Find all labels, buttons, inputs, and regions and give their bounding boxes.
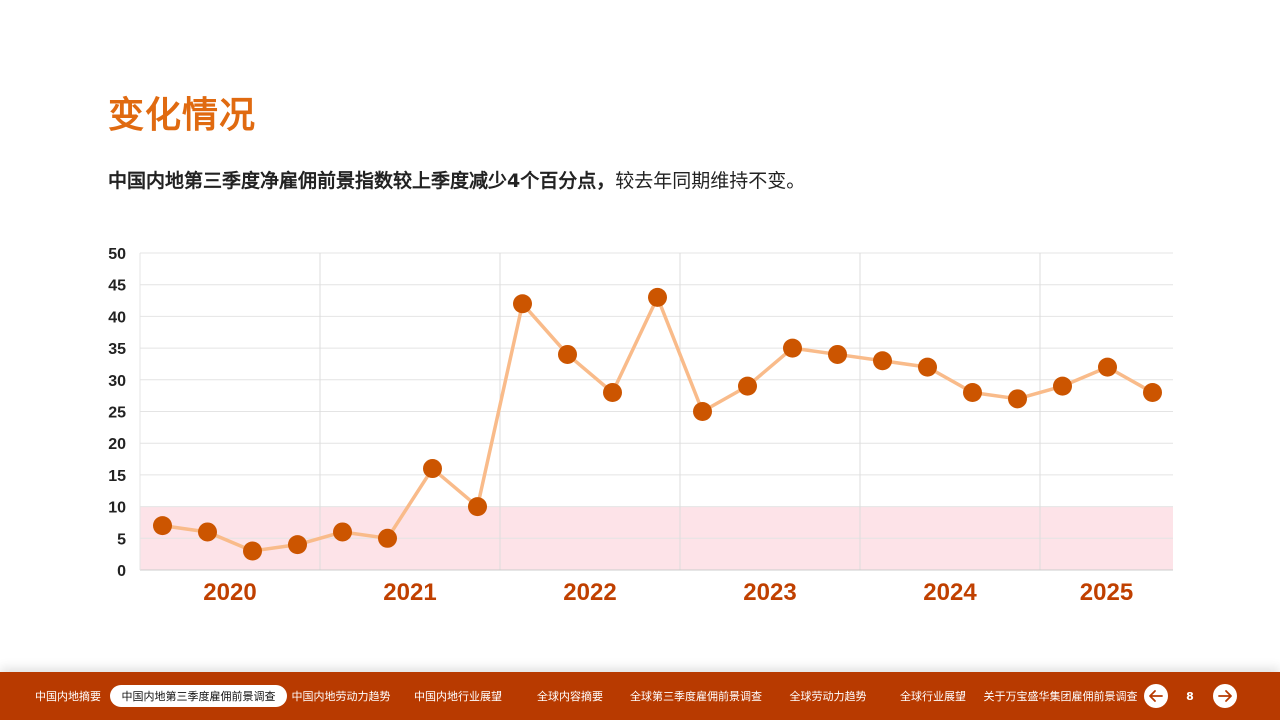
y-tick-label: 40 [108,309,126,326]
data-point [873,351,892,371]
y-tick-label: 25 [108,405,126,422]
y-tick-label: 10 [108,500,126,517]
y-tick-label: 30 [108,373,126,390]
data-point [198,522,217,542]
data-point [513,294,532,314]
y-tick-label: 0 [117,563,126,580]
data-point [963,382,982,402]
data-point [648,287,667,307]
data-point [603,382,622,402]
arrow-right-icon [1218,690,1232,702]
page-title: 变化情况 [108,95,257,136]
y-tick-label: 50 [108,246,126,263]
x-year-label: 2021 [383,579,436,606]
data-point [153,516,172,536]
data-point [558,344,577,364]
data-point [918,357,937,377]
nav-item-global-industry-outlook[interactable]: 全球行业展望 [900,690,966,703]
subtitle-rest: 较去年同期维持不变。 [615,170,806,192]
data-point [288,535,307,555]
y-tick-label: 35 [108,341,126,358]
nav-item-china-q3-survey[interactable]: 中国内地第三季度雇佣前景调查 [110,685,287,707]
nav-item-china-summary[interactable]: 中国内地摘要 [35,690,101,703]
next-page-button[interactable] [1213,684,1237,708]
data-point [468,497,487,517]
page-number: 8 [1186,689,1194,703]
x-year-label: 2023 [743,579,796,606]
data-point [333,522,352,542]
y-tick-label: 20 [108,436,126,453]
x-year-label: 2022 [563,579,616,606]
prev-page-button[interactable] [1144,684,1168,708]
data-point [738,376,757,396]
subtitle-bold: 中国内地第三季度净雇佣前景指数较上季度减少4个百分点， [108,170,616,192]
data-point [243,541,262,561]
nav-item-china-industry-outlook[interactable]: 中国内地行业展望 [414,690,502,703]
data-point [1053,376,1072,396]
data-point [1008,389,1027,409]
y-tick-label: 45 [108,278,126,295]
nav-item-global-workforce-trends[interactable]: 全球劳动力趋势 [789,690,867,703]
x-year-label: 2025 [1080,579,1133,606]
footer-nav-bar: 中国内地摘要 中国内地第三季度雇佣前景调查 中国内地劳动力趋势 中国内地行业展望… [0,672,1280,720]
data-point [693,402,712,421]
data-point [1143,382,1162,402]
nav-item-about-survey[interactable]: 关于万宝盛华集团雇佣前景调查 [983,690,1138,703]
nav-item-global-summary[interactable]: 全球内容摘要 [537,690,603,703]
y-tick-label: 15 [108,468,126,485]
data-point [828,344,847,364]
arrow-left-icon [1149,690,1163,702]
data-point [378,528,397,548]
data-point [1098,357,1117,377]
data-point [423,459,442,479]
data-point [783,338,802,358]
x-year-label: 2020 [203,579,256,606]
x-year-label: 2024 [923,579,977,606]
page-subtitle: 中国内地第三季度净雇佣前景指数较上季度减少4个百分点，较去年同期维持不变。 [108,166,805,193]
nav-item-china-workforce-trends[interactable]: 中国内地劳动力趋势 [291,690,391,703]
y-tick-label: 5 [117,531,126,548]
nav-item-global-q3-survey[interactable]: 全球第三季度雇佣前景调查 [630,690,762,703]
